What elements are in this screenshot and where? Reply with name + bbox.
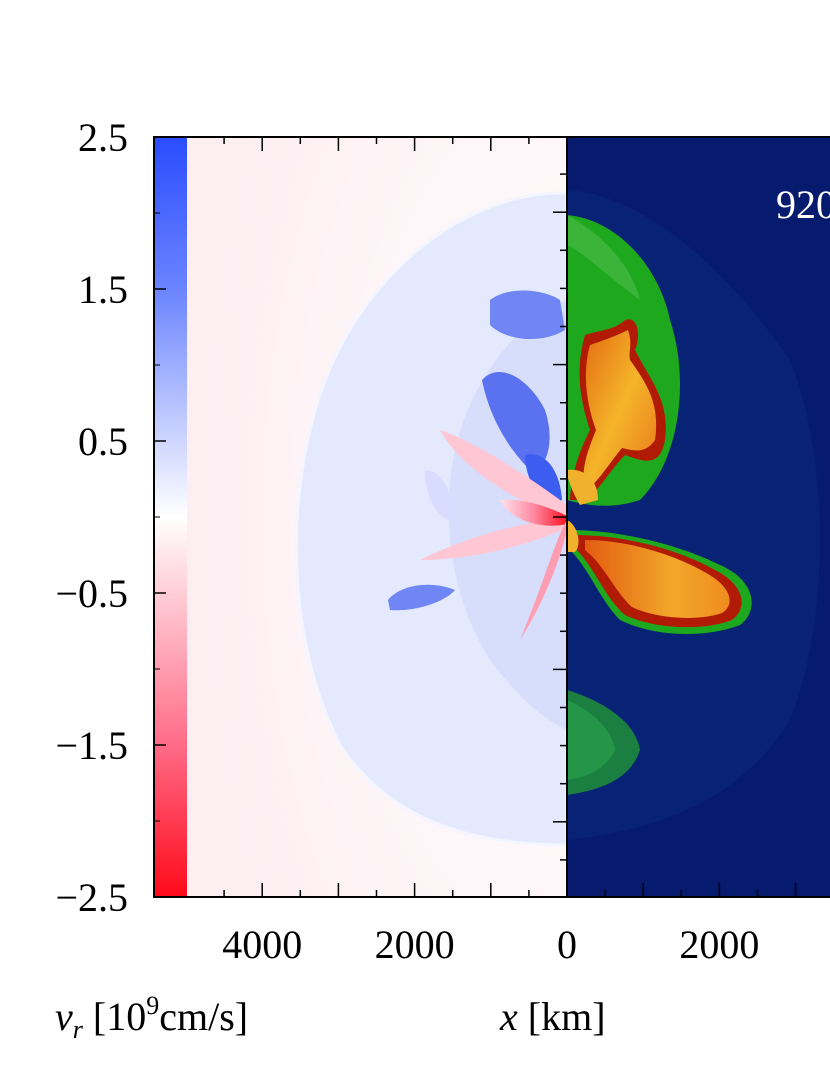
axes: 2.51.50.5−0.5−1.5−2.540002000020004 [55,115,797,967]
x-tick-label: 4000 [222,922,302,967]
colorbar-tick-label: 0.5 [78,419,128,464]
colorbar-tick-label: 2.5 [78,115,128,160]
time-label: 920 [776,182,830,227]
x-tick-label: 0 [557,922,577,967]
colorbar-tick-label: −2.5 [55,875,128,920]
colorbar-tick-label: −1.5 [55,723,128,768]
colorbar-tick-label: 1.5 [78,267,128,312]
colorbar-label: vr [109cm/s] [55,991,248,1044]
colorbar-tick-label: −0.5 [55,571,128,616]
velocity-map [187,137,567,897]
x-tick-label: 2000 [375,922,455,967]
composition-map [567,137,830,897]
x-tick-label: 2000 [679,922,759,967]
x-axis-label: x [km] [499,994,606,1039]
